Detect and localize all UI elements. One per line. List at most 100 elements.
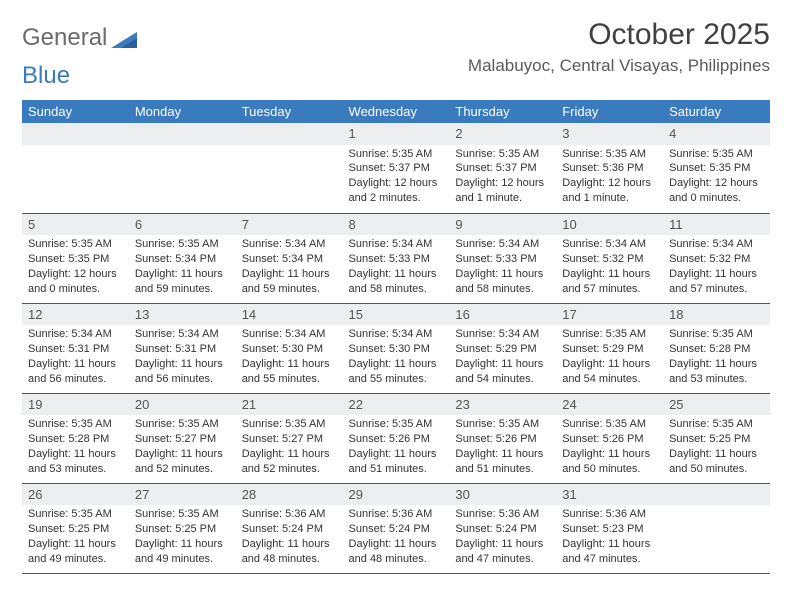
daylight-text: Daylight: 11 hours and 49 minutes. — [135, 537, 230, 567]
brand-logo: General — [22, 18, 137, 52]
daylight-text: Daylight: 11 hours and 53 minutes. — [669, 357, 764, 387]
brand-word1: General — [22, 24, 107, 52]
day-number: 29 — [343, 484, 450, 506]
day-number: 10 — [556, 214, 663, 236]
sunset-text: Sunset: 5:24 PM — [455, 522, 550, 537]
sunrise-text: Sunrise: 5:34 AM — [669, 237, 764, 252]
calendar-cell: 30Sunrise: 5:36 AMSunset: 5:24 PMDayligh… — [449, 483, 556, 573]
sunrise-text: Sunrise: 5:35 AM — [562, 147, 657, 162]
sunrise-text: Sunrise: 5:35 AM — [28, 417, 123, 432]
weekday-header: Sunday — [22, 100, 129, 123]
day-number: 23 — [449, 394, 556, 416]
sunset-text: Sunset: 5:24 PM — [242, 522, 337, 537]
daylight-text: Daylight: 11 hours and 52 minutes. — [135, 447, 230, 477]
calendar-cell — [663, 483, 770, 573]
day-number: 3 — [556, 123, 663, 145]
sunrise-text: Sunrise: 5:35 AM — [669, 147, 764, 162]
calendar-cell: 14Sunrise: 5:34 AMSunset: 5:30 PMDayligh… — [236, 303, 343, 393]
sunrise-text: Sunrise: 5:35 AM — [455, 147, 550, 162]
sunrise-text: Sunrise: 5:36 AM — [562, 507, 657, 522]
sunset-text: Sunset: 5:25 PM — [135, 522, 230, 537]
sunrise-text: Sunrise: 5:35 AM — [669, 417, 764, 432]
sunset-text: Sunset: 5:30 PM — [242, 342, 337, 357]
location: Malabuyoc, Central Visayas, Philippines — [468, 56, 770, 76]
calendar-cell: 28Sunrise: 5:36 AMSunset: 5:24 PMDayligh… — [236, 483, 343, 573]
calendar-cell: 15Sunrise: 5:34 AMSunset: 5:30 PMDayligh… — [343, 303, 450, 393]
daylight-text: Daylight: 12 hours and 1 minute. — [562, 176, 657, 206]
sunset-text: Sunset: 5:31 PM — [135, 342, 230, 357]
daylight-text: Daylight: 11 hours and 58 minutes. — [349, 267, 444, 297]
sunset-text: Sunset: 5:27 PM — [135, 432, 230, 447]
calendar-cell — [236, 123, 343, 213]
calendar-cell: 12Sunrise: 5:34 AMSunset: 5:31 PMDayligh… — [22, 303, 129, 393]
calendar-cell: 23Sunrise: 5:35 AMSunset: 5:26 PMDayligh… — [449, 393, 556, 483]
daylight-text: Daylight: 11 hours and 47 minutes. — [562, 537, 657, 567]
sunrise-text: Sunrise: 5:34 AM — [242, 237, 337, 252]
sunset-text: Sunset: 5:35 PM — [669, 161, 764, 176]
sunrise-text: Sunrise: 5:34 AM — [455, 327, 550, 342]
daylight-text: Daylight: 12 hours and 1 minute. — [455, 176, 550, 206]
sunset-text: Sunset: 5:35 PM — [28, 252, 123, 267]
daylight-text: Daylight: 11 hours and 50 minutes. — [562, 447, 657, 477]
daylight-text: Daylight: 11 hours and 56 minutes. — [28, 357, 123, 387]
sunrise-text: Sunrise: 5:34 AM — [135, 327, 230, 342]
sunset-text: Sunset: 5:26 PM — [562, 432, 657, 447]
sunset-text: Sunset: 5:26 PM — [349, 432, 444, 447]
sunset-text: Sunset: 5:32 PM — [562, 252, 657, 267]
calendar-cell: 8Sunrise: 5:34 AMSunset: 5:33 PMDaylight… — [343, 213, 450, 303]
sunset-text: Sunset: 5:33 PM — [455, 252, 550, 267]
sunrise-text: Sunrise: 5:35 AM — [135, 237, 230, 252]
day-number: 13 — [129, 304, 236, 326]
day-number: 5 — [22, 214, 129, 236]
sunset-text: Sunset: 5:37 PM — [349, 161, 444, 176]
sunset-text: Sunset: 5:30 PM — [349, 342, 444, 357]
calendar-cell: 4Sunrise: 5:35 AMSunset: 5:35 PMDaylight… — [663, 123, 770, 213]
sunset-text: Sunset: 5:37 PM — [455, 161, 550, 176]
sunset-text: Sunset: 5:29 PM — [562, 342, 657, 357]
brand-word2: Blue — [22, 62, 70, 90]
day-number: 28 — [236, 484, 343, 506]
calendar-cell: 18Sunrise: 5:35 AMSunset: 5:28 PMDayligh… — [663, 303, 770, 393]
day-number — [236, 123, 343, 145]
calendar-row: 26Sunrise: 5:35 AMSunset: 5:25 PMDayligh… — [22, 483, 770, 573]
calendar-cell: 29Sunrise: 5:36 AMSunset: 5:24 PMDayligh… — [343, 483, 450, 573]
daylight-text: Daylight: 11 hours and 55 minutes. — [349, 357, 444, 387]
sunset-text: Sunset: 5:25 PM — [669, 432, 764, 447]
sunrise-text: Sunrise: 5:34 AM — [242, 327, 337, 342]
brand-triangle-icon — [111, 30, 137, 48]
calendar-body: 1Sunrise: 5:35 AMSunset: 5:37 PMDaylight… — [22, 123, 770, 573]
sunrise-text: Sunrise: 5:36 AM — [455, 507, 550, 522]
sunset-text: Sunset: 5:25 PM — [28, 522, 123, 537]
day-number: 1 — [343, 123, 450, 145]
calendar-row: 12Sunrise: 5:34 AMSunset: 5:31 PMDayligh… — [22, 303, 770, 393]
daylight-text: Daylight: 11 hours and 48 minutes. — [349, 537, 444, 567]
daylight-text: Daylight: 12 hours and 0 minutes. — [28, 267, 123, 297]
calendar-cell: 19Sunrise: 5:35 AMSunset: 5:28 PMDayligh… — [22, 393, 129, 483]
sunrise-text: Sunrise: 5:35 AM — [562, 417, 657, 432]
daylight-text: Daylight: 11 hours and 51 minutes. — [455, 447, 550, 477]
calendar-cell: 9Sunrise: 5:34 AMSunset: 5:33 PMDaylight… — [449, 213, 556, 303]
day-number: 25 — [663, 394, 770, 416]
daylight-text: Daylight: 11 hours and 56 minutes. — [135, 357, 230, 387]
day-number: 24 — [556, 394, 663, 416]
sunset-text: Sunset: 5:28 PM — [669, 342, 764, 357]
sunset-text: Sunset: 5:32 PM — [669, 252, 764, 267]
calendar-cell: 11Sunrise: 5:34 AMSunset: 5:32 PMDayligh… — [663, 213, 770, 303]
sunrise-text: Sunrise: 5:35 AM — [455, 417, 550, 432]
day-number: 17 — [556, 304, 663, 326]
month-title: October 2025 — [468, 18, 770, 52]
day-number: 11 — [663, 214, 770, 236]
sunset-text: Sunset: 5:31 PM — [28, 342, 123, 357]
day-number: 4 — [663, 123, 770, 145]
day-number: 7 — [236, 214, 343, 236]
daylight-text: Daylight: 11 hours and 50 minutes. — [669, 447, 764, 477]
calendar-table: SundayMondayTuesdayWednesdayThursdayFrid… — [22, 100, 770, 574]
weekday-header: Tuesday — [236, 100, 343, 123]
sunrise-text: Sunrise: 5:35 AM — [562, 327, 657, 342]
day-number: 21 — [236, 394, 343, 416]
daylight-text: Daylight: 11 hours and 49 minutes. — [28, 537, 123, 567]
sunrise-text: Sunrise: 5:36 AM — [349, 507, 444, 522]
day-number: 30 — [449, 484, 556, 506]
calendar-row: 1Sunrise: 5:35 AMSunset: 5:37 PMDaylight… — [22, 123, 770, 213]
sunset-text: Sunset: 5:28 PM — [28, 432, 123, 447]
